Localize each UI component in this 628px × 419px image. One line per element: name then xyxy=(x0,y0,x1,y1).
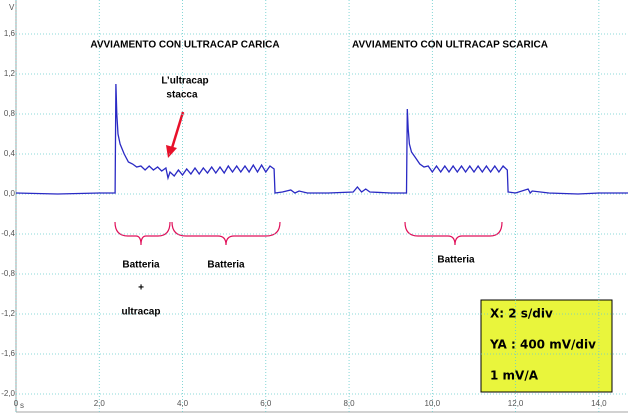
annotation: AVVIAMENTO CON ULTRACAP CARICA xyxy=(90,40,279,51)
y-tick-label: -0,4 xyxy=(1,229,15,238)
y-tick-label: 1,6 xyxy=(4,29,16,38)
info-text: X: 2 s/div xyxy=(490,307,553,321)
x-tick-label: 12,0 xyxy=(508,399,524,408)
brace xyxy=(404,221,503,246)
y-tick-label: 0,8 xyxy=(4,109,16,118)
x-tick-label: 14,0 xyxy=(591,399,607,408)
y-unit: V xyxy=(9,3,15,12)
x-tick-label: 6,0 xyxy=(260,399,272,408)
y-tick-label: -0,8 xyxy=(1,269,15,278)
y-tick-label: -1,6 xyxy=(1,349,15,358)
braces xyxy=(114,221,503,246)
trace xyxy=(15,83,628,195)
arrow-head xyxy=(166,145,177,158)
x-tick-label: 8,0 xyxy=(343,399,355,408)
brace xyxy=(114,221,171,246)
y-tick-label: -2,0 xyxy=(1,389,15,398)
y-tick-label: 0,0 xyxy=(4,189,16,198)
annotation: stacca xyxy=(166,90,198,101)
x-tick-label: 10,0 xyxy=(425,399,441,408)
x-tick-label: 4,0 xyxy=(177,399,189,408)
info-text: YA : 400 mV/div xyxy=(489,338,596,352)
x-tick-label: 0 xyxy=(14,399,19,408)
annotation: AVVIAMENTO CON ULTRACAP SCARICA xyxy=(352,40,548,51)
annotation: Batteria xyxy=(207,260,245,271)
annotation: L’ultracap xyxy=(161,76,208,87)
arrow xyxy=(170,111,185,149)
info-text: 1 mV/A xyxy=(490,369,539,383)
brace xyxy=(171,221,281,246)
annotation: Batteria xyxy=(437,255,475,266)
y-tick-label: 0,4 xyxy=(4,149,16,158)
info-box xyxy=(480,299,613,393)
annotation: + xyxy=(138,283,144,294)
annotation: Batteria xyxy=(122,260,160,271)
annotation: ultracap xyxy=(122,307,161,318)
y-tick-label: 1,2 xyxy=(4,69,16,78)
y-tick-label: -1,2 xyxy=(1,309,15,318)
x-unit: s xyxy=(20,401,24,410)
x-tick-label: 2,0 xyxy=(94,399,106,408)
